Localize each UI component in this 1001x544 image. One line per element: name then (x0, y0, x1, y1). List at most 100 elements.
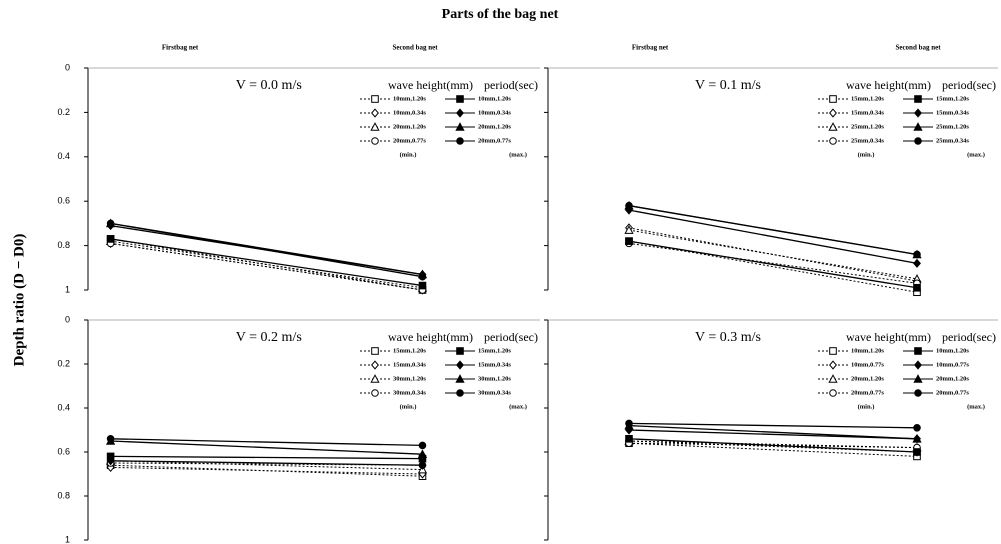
category-label: Second bag net (895, 44, 941, 52)
series-line (110, 460, 423, 466)
legend-marker (913, 122, 923, 131)
y-tick-label: 0.6 (57, 196, 70, 206)
y-tick-label: 0 (65, 62, 70, 72)
marker (913, 258, 921, 268)
legend-header: period(sec) (484, 330, 538, 344)
series-line (628, 229, 918, 280)
series-line (110, 455, 423, 460)
legend-note: (min.) (858, 151, 875, 158)
legend-label: 30mm,1.20s (478, 375, 511, 382)
legend-note: (min.) (400, 403, 417, 410)
series (106, 452, 427, 463)
series (105, 436, 428, 458)
legend-marker (370, 374, 380, 383)
legend-label: 20mm,0.77s (478, 137, 511, 144)
series (625, 435, 921, 456)
legend-label: 25mm,0.34s (936, 137, 969, 144)
y-tick-label: 0.4 (57, 151, 70, 161)
legend-label: 20mm,0.77s (936, 389, 969, 396)
legend-marker (829, 360, 837, 370)
legend-marker (456, 360, 464, 370)
marker (625, 237, 633, 245)
marker (624, 225, 634, 234)
series-line (110, 242, 423, 291)
panel-title: V = 0.1 m/s (695, 78, 761, 93)
series-line (628, 429, 918, 440)
legend-marker (456, 347, 464, 355)
legend-label: 15mm,0.34s (936, 109, 969, 116)
legend-label: 15mm,0.34s (478, 361, 511, 368)
legend-header: period(sec) (942, 330, 996, 344)
legend-label: 20mm,1.20s (478, 123, 511, 130)
legend-label: 25mm,1.20s (851, 123, 884, 130)
y-tick-label: 1 (65, 534, 70, 544)
legend-label: 25mm,1.20s (936, 123, 969, 130)
legend-label: 10mm,1.20s (851, 347, 884, 354)
marker (106, 435, 115, 443)
legend-header: wave height(mm) (388, 330, 473, 344)
marker (417, 449, 428, 458)
series-line (110, 222, 423, 278)
legend-label: 15mm,1.20s (393, 347, 426, 354)
legend-marker (829, 95, 837, 103)
series (106, 219, 427, 281)
series-line (628, 422, 918, 429)
legend-marker (456, 389, 464, 397)
series (624, 420, 922, 443)
legend-note: (max.) (967, 403, 985, 410)
legend-marker (371, 137, 379, 145)
legend-marker (914, 137, 922, 145)
marker (625, 201, 633, 210)
figure-title: Parts of the bag net (442, 7, 559, 22)
series-line (110, 440, 423, 455)
series-line (110, 238, 423, 287)
y-tick-label: 0.8 (57, 240, 70, 250)
legend-label: 30mm,0.34s (393, 389, 426, 396)
legend-marker (828, 374, 838, 383)
legend-label: 10mm,1.20s (936, 347, 969, 354)
series-line (110, 240, 423, 289)
legend-label: 10mm,1.20s (393, 95, 426, 102)
legend-marker (829, 137, 837, 145)
legend-note: (min.) (400, 151, 417, 158)
legend-marker (370, 122, 380, 131)
series-line (628, 227, 918, 282)
y-tick-label: 0.6 (57, 446, 70, 456)
legend-marker (371, 360, 379, 370)
marker (913, 250, 921, 259)
series (625, 436, 921, 457)
series (625, 201, 921, 259)
legend-header: period(sec) (942, 78, 996, 92)
legend-marker (455, 122, 465, 131)
legend-marker (455, 374, 465, 383)
y-tick-label: 0.2 (57, 358, 70, 368)
legend-marker (371, 389, 379, 397)
series-line (628, 240, 918, 293)
legend-label: 30mm,0.34s (478, 389, 511, 396)
legend-label: 15mm,1.20s (851, 95, 884, 102)
series-line (628, 209, 918, 264)
legend-marker (913, 374, 923, 383)
panel-title: V = 0.2 m/s (236, 330, 302, 345)
legend-label: 20mm,0.77s (393, 137, 426, 144)
legend-marker (456, 137, 464, 145)
series-line (110, 438, 423, 447)
y-tick-label: 0 (65, 314, 70, 324)
series (106, 456, 427, 470)
legend-marker (914, 108, 922, 118)
marker (106, 219, 115, 228)
marker (625, 419, 633, 428)
legend-marker (371, 95, 379, 103)
legend-label: 20mm,1.20s (851, 375, 884, 382)
legend-header: period(sec) (484, 78, 538, 92)
legend-header: wave height(mm) (388, 78, 473, 92)
marker (913, 448, 921, 456)
marker (913, 424, 921, 432)
marker (625, 435, 633, 443)
legend-note: (max.) (509, 151, 527, 158)
series-line (628, 240, 918, 289)
marker (418, 272, 427, 281)
series (625, 419, 921, 432)
legend-label: 20mm,1.20s (393, 123, 426, 130)
